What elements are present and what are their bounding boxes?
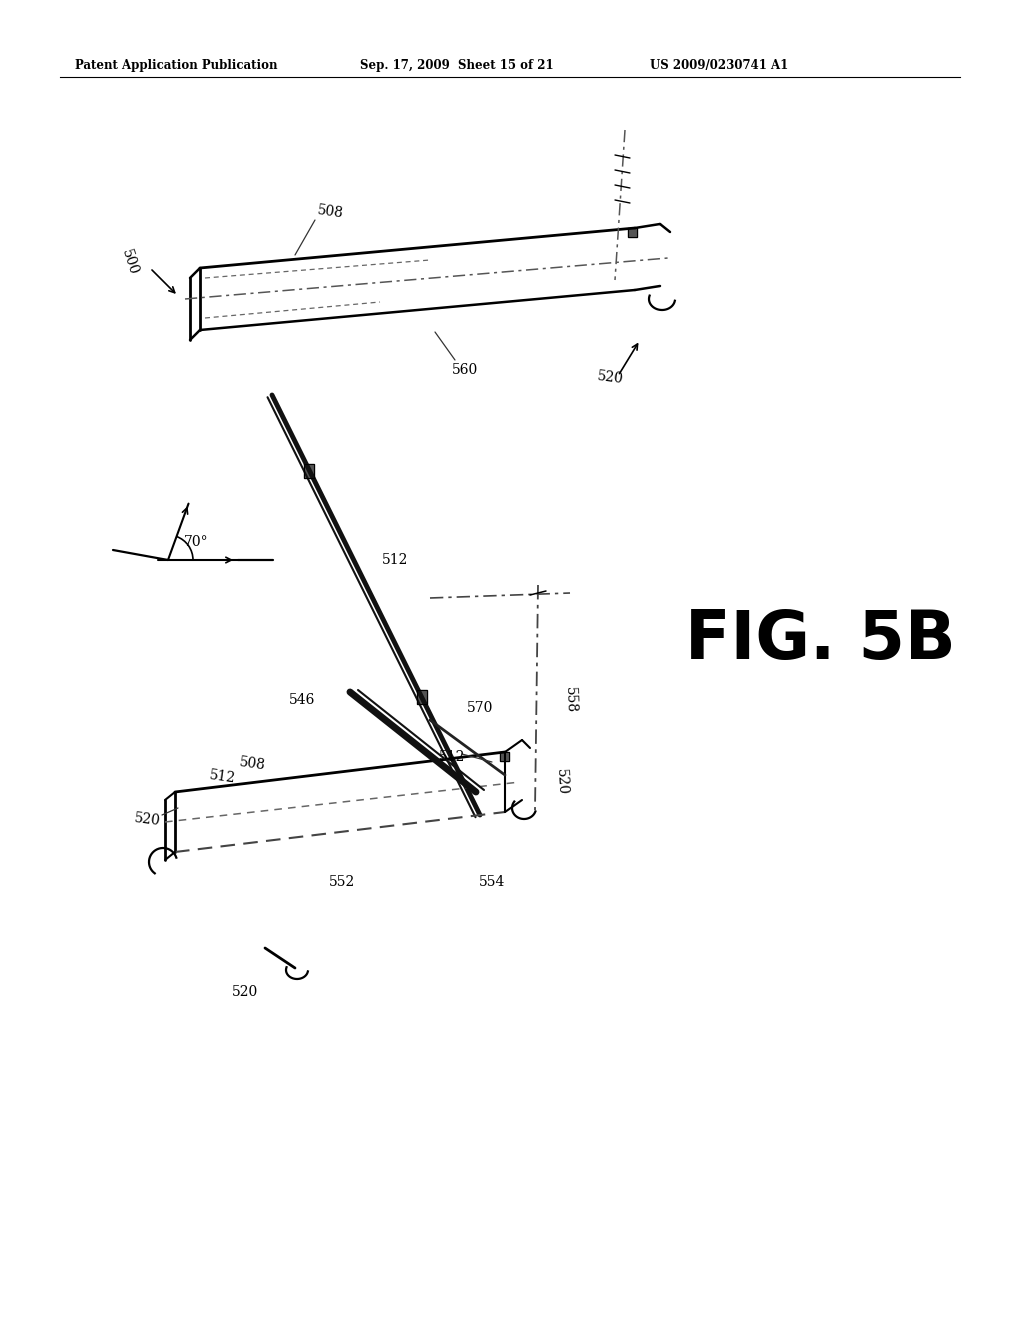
Text: 570: 570 (467, 701, 494, 715)
Text: Patent Application Publication: Patent Application Publication (75, 58, 278, 71)
Polygon shape (304, 463, 314, 478)
Text: 508: 508 (238, 755, 266, 772)
Polygon shape (417, 690, 427, 705)
Polygon shape (628, 227, 637, 236)
Text: 520: 520 (596, 370, 624, 387)
Text: 520: 520 (231, 985, 258, 999)
Text: US 2009/0230741 A1: US 2009/0230741 A1 (650, 58, 788, 71)
Text: 520: 520 (554, 768, 569, 796)
Text: 508: 508 (316, 203, 344, 220)
Text: FIG. 5B: FIG. 5B (685, 607, 955, 673)
Text: 500: 500 (119, 247, 140, 277)
Text: 520: 520 (133, 812, 161, 829)
Text: 512: 512 (208, 768, 237, 785)
Text: 512: 512 (439, 750, 465, 764)
Text: 558: 558 (562, 686, 578, 713)
Polygon shape (500, 751, 509, 760)
Text: 552: 552 (329, 875, 355, 888)
Text: 70°: 70° (183, 535, 208, 549)
Text: 560: 560 (452, 363, 478, 378)
Text: 512: 512 (382, 553, 409, 568)
Text: 554: 554 (479, 875, 505, 888)
Text: Sep. 17, 2009  Sheet 15 of 21: Sep. 17, 2009 Sheet 15 of 21 (360, 58, 554, 71)
Text: 546: 546 (289, 693, 315, 708)
